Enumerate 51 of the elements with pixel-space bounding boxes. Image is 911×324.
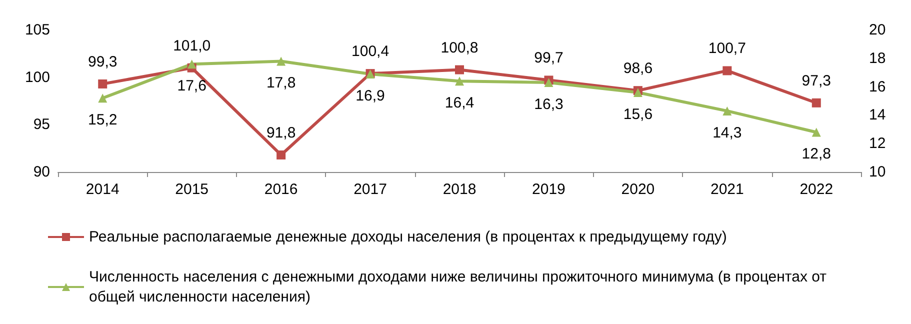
point — [276, 150, 286, 160]
data-label: 98,6 — [623, 60, 653, 78]
data-label: 15,6 — [623, 106, 653, 123]
y2-tick-label: 10 — [869, 164, 886, 180]
x-tick-label: 2019 — [532, 181, 566, 198]
x-tick-label: 2014 — [86, 181, 120, 198]
point — [276, 56, 286, 66]
data-label: 16,3 — [534, 96, 564, 114]
point — [187, 60, 196, 69]
point — [544, 78, 554, 88]
data-label: 100,4 — [352, 43, 390, 60]
y-tick-label: 105 — [24, 22, 50, 38]
y-tick-label: 95 — [33, 116, 50, 134]
point — [455, 65, 464, 74]
y2-tick-label: 18 — [869, 50, 886, 67]
legend-label: Численность населения с денежными доходами ниже величины прожиточного минимума (в процентах от общей численности населения) — [89, 268, 827, 306]
point — [722, 66, 732, 76]
data-label: 15,2 — [88, 112, 118, 129]
x-tick-label: 2020 — [621, 181, 655, 198]
data-label: 14,3 — [712, 124, 742, 142]
data-label: 97,3 — [802, 72, 831, 90]
y2-tick-label: 12 — [869, 135, 886, 152]
data-label: 100,7 — [708, 40, 746, 58]
data-label: 16,4 — [444, 94, 474, 112]
y2-tick-label: 20 — [869, 22, 886, 38]
data-label: 91,8 — [266, 124, 296, 142]
y-tick-label: 100 — [24, 68, 50, 86]
data-label: 16,9 — [356, 88, 385, 105]
x-tick-label: 2017 — [354, 181, 387, 198]
x-tick-label: 2018 — [442, 181, 476, 198]
data-label: 99,7 — [534, 50, 564, 67]
point — [812, 128, 821, 137]
x-tick-label: 2021 — [710, 181, 744, 198]
data-label: 101,0 — [173, 37, 211, 54]
point — [812, 98, 821, 108]
data-label: 17,6 — [177, 78, 206, 95]
data-label: 17,8 — [266, 74, 296, 92]
x-tick-label: 2016 — [264, 181, 298, 198]
point — [98, 79, 108, 88]
x-tick-label: 2015 — [175, 181, 209, 198]
legend-label: Реальные располагаемые денежные доходы населения (в процентах к предыдущему году) — [89, 228, 727, 246]
data-label: 12,8 — [802, 146, 831, 163]
y2-tick-label: 14 — [869, 106, 886, 124]
point — [722, 106, 732, 116]
point — [98, 94, 108, 103]
x-tick-label: 2022 — [800, 181, 834, 198]
data-label: 100,8 — [440, 39, 478, 56]
y2-tick-label: 16 — [869, 78, 886, 96]
data-label: 99,3 — [88, 53, 118, 70]
point — [455, 76, 464, 86]
y-tick-label: 90 — [33, 164, 50, 180]
